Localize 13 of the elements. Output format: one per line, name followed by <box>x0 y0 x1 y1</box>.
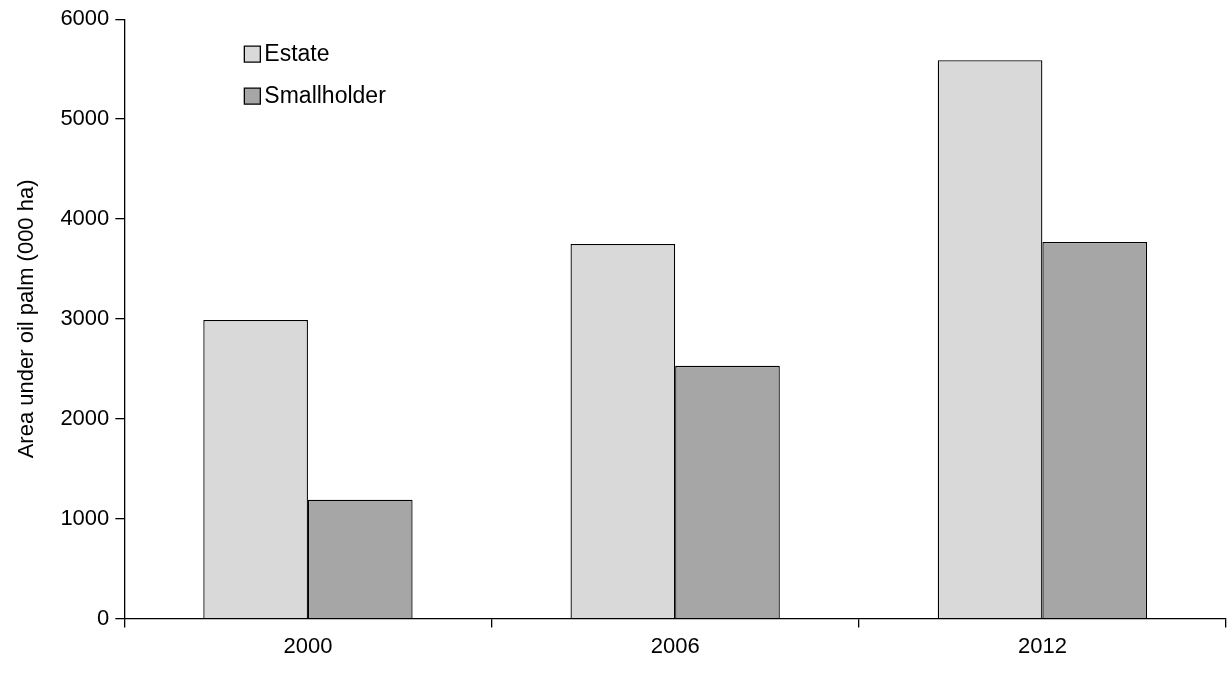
y-tick-label: 3000 <box>60 304 110 330</box>
y-tick-label: 6000 <box>60 5 110 31</box>
x-tick-label: 2000 <box>283 632 333 658</box>
y-tick-label: 5000 <box>60 105 110 131</box>
y-tick-label: 0 <box>97 604 110 630</box>
y-tick-label: 4000 <box>60 205 110 231</box>
y-axis-title: Area under oil palm (000 ha) <box>13 179 39 459</box>
y-tick-label: 2000 <box>60 404 110 430</box>
legend-label: Estate <box>264 39 330 66</box>
legend-label: Smallholder <box>264 81 387 108</box>
x-tick-label: 2012 <box>1017 632 1067 658</box>
x-tick-label: 2006 <box>650 632 700 658</box>
y-tick-label: 1000 <box>60 504 110 530</box>
